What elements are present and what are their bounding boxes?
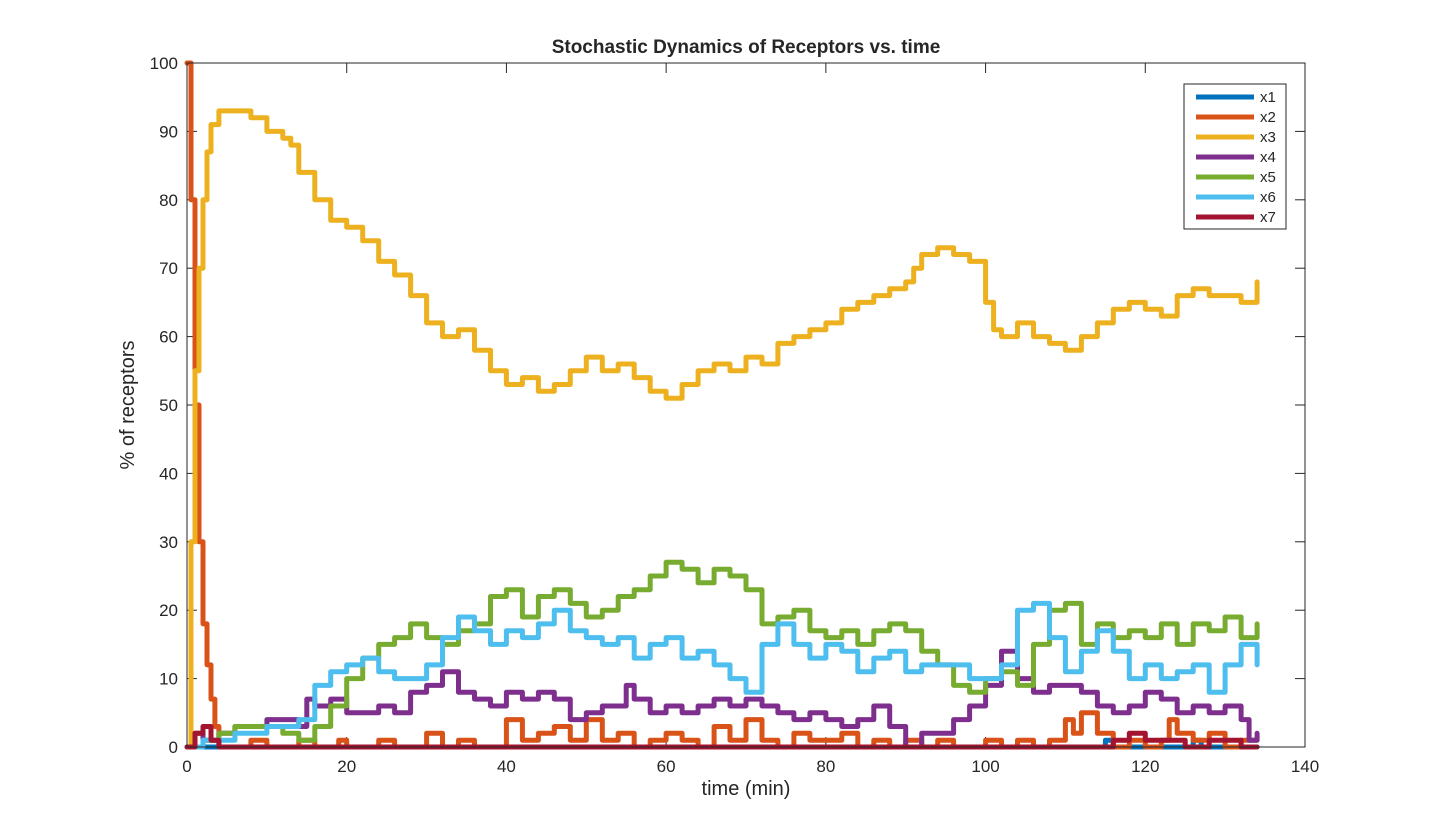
series-line-x6 <box>184 600 1260 750</box>
legend-label-x1: x1 <box>1260 89 1276 106</box>
x-tick-label: 40 <box>497 757 516 776</box>
legend-label-x6: x6 <box>1260 189 1276 206</box>
axes-box <box>186 62 1306 748</box>
y-tick-label: 90 <box>159 122 178 141</box>
y-tick-label: 60 <box>159 328 178 347</box>
y-axis-label: % of receptors <box>117 341 139 470</box>
y-tick-label: 70 <box>159 259 178 278</box>
series-line-x4 <box>184 648 1260 750</box>
y-tick-label: 10 <box>159 670 178 689</box>
y-tick-label: 50 <box>159 396 178 415</box>
axis-ticks: 0 20 40 60 80 100 120 140 0 10 20 30 40 50 60 70 80 90 100 <box>150 54 1320 776</box>
plot-area <box>187 63 1305 747</box>
legend-label-x7: x7 <box>1260 209 1276 226</box>
legend: x1 x2 x3 x4 x5 x6 x7 <box>1183 83 1287 230</box>
x-tick-label: 20 <box>337 757 356 776</box>
series-line-x3 <box>184 108 1260 750</box>
x-axis-label: time (min) <box>702 778 791 800</box>
y-tick-label: 0 <box>169 738 178 757</box>
x-tick-label: 120 <box>1131 757 1159 776</box>
legend-label-x4: x4 <box>1260 149 1276 166</box>
x-tick-label: 100 <box>971 757 999 776</box>
x-tick-label: 0 <box>182 757 191 776</box>
x-tick-label: 60 <box>657 757 676 776</box>
y-tick-label: 80 <box>159 191 178 210</box>
chart-title: Stochastic Dynamics of Receptors vs. tim… <box>552 37 941 58</box>
y-tick-label: 30 <box>159 533 178 552</box>
y-tick-label: 20 <box>159 601 178 620</box>
y-tick-label: 40 <box>159 464 178 483</box>
x-tick-label: 80 <box>816 757 835 776</box>
legend-label-x3: x3 <box>1260 129 1276 146</box>
y-tick-label: 100 <box>150 54 178 73</box>
x-tick-label: 140 <box>1291 757 1319 776</box>
series-line-x5 <box>184 559 1260 750</box>
legend-label-x2: x2 <box>1260 109 1276 126</box>
legend-label-x5: x5 <box>1260 169 1276 186</box>
